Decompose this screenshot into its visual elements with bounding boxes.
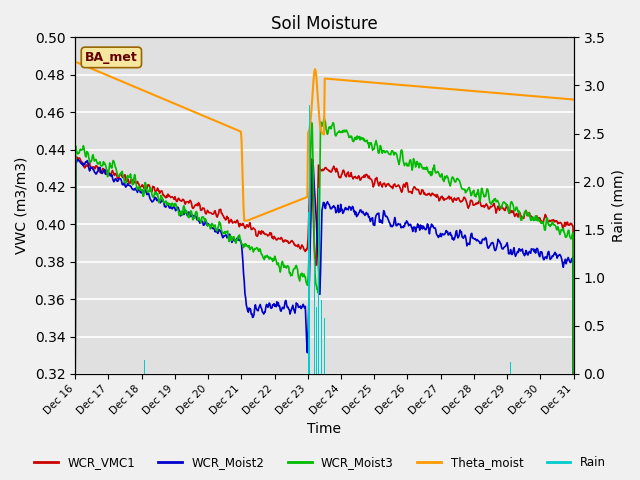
X-axis label: Time: Time — [307, 422, 341, 436]
Legend: WCR_VMC1, WCR_Moist2, WCR_Moist3, Theta_moist, Rain: WCR_VMC1, WCR_Moist2, WCR_Moist3, Theta_… — [29, 452, 611, 474]
Y-axis label: Rain (mm): Rain (mm) — [611, 169, 625, 242]
Text: BA_met: BA_met — [85, 51, 138, 64]
Title: Soil Moisture: Soil Moisture — [271, 15, 378, 33]
Y-axis label: VWC (m3/m3): VWC (m3/m3) — [15, 157, 29, 254]
